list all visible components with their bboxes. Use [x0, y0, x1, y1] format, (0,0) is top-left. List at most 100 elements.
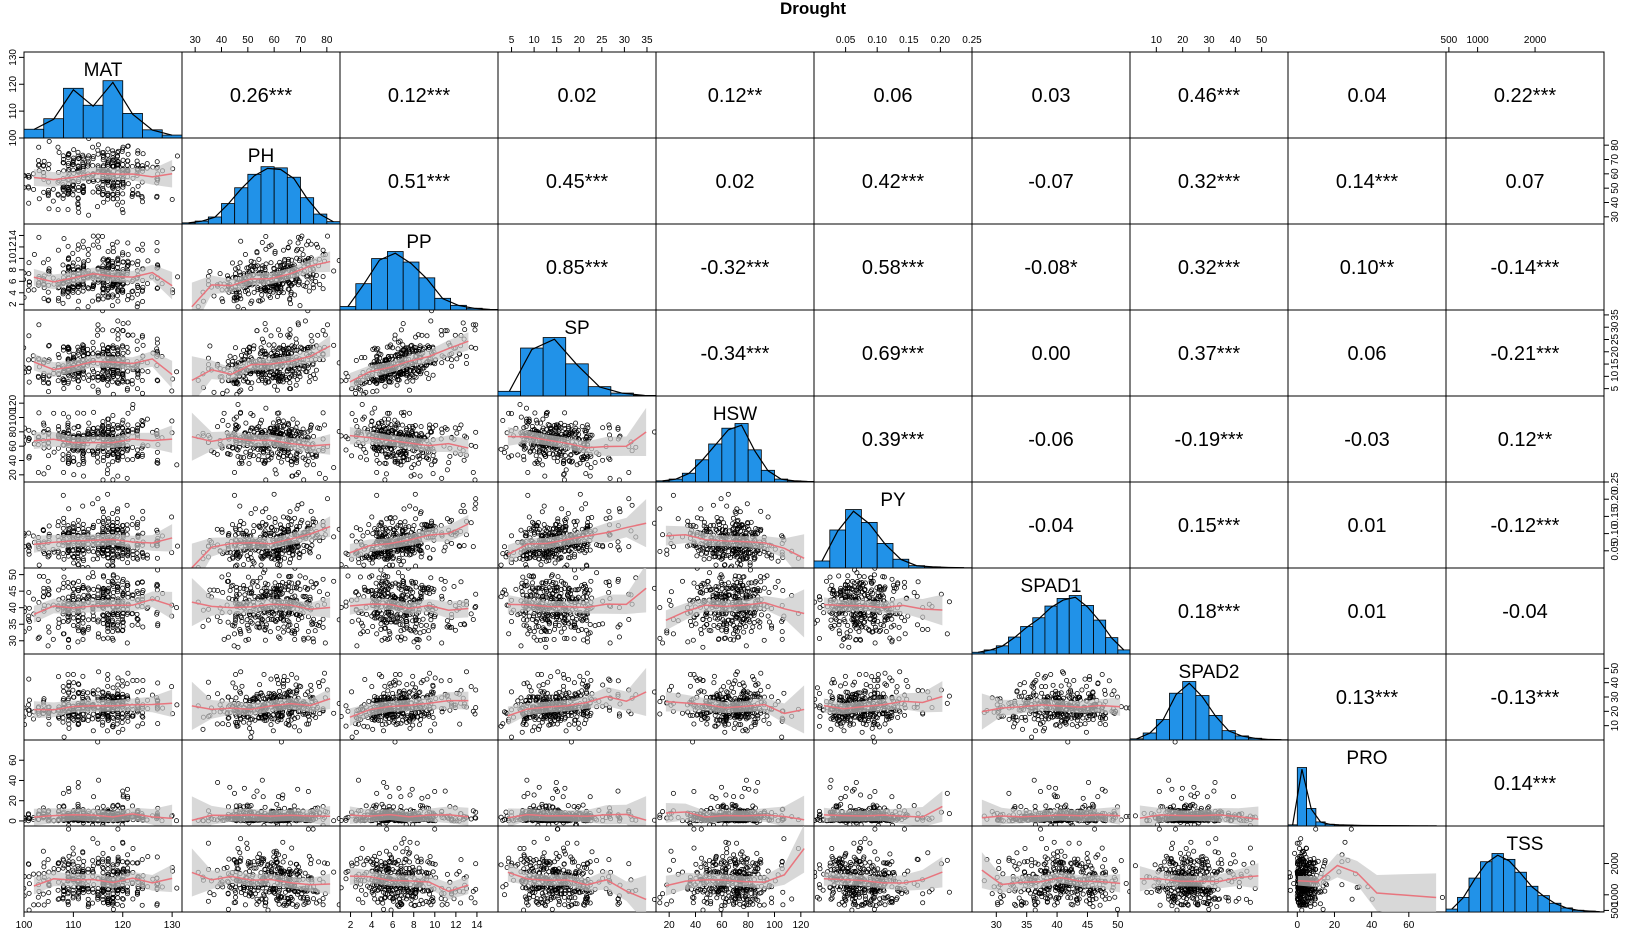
scatter-point	[65, 523, 71, 529]
scatter-point	[134, 550, 140, 556]
scatter-point	[105, 196, 111, 202]
scatter-point	[26, 200, 32, 206]
scatter-point	[24, 295, 27, 300]
scatter-point	[288, 291, 294, 297]
scatter-point	[268, 333, 274, 339]
scatter-point	[96, 244, 102, 250]
scatter-point	[251, 289, 257, 295]
scatter-point	[248, 263, 254, 269]
confidence-band	[191, 516, 331, 568]
scatter-point	[134, 525, 140, 531]
scatter-point	[272, 249, 278, 254]
scatter-point	[81, 259, 87, 265]
scatter-point	[120, 157, 126, 163]
scatter-point	[217, 271, 223, 277]
scatter-point	[76, 547, 82, 553]
scatter-point	[276, 455, 282, 460]
scatter-point	[439, 430, 445, 436]
scatter-point	[26, 427, 32, 433]
scatter-point	[284, 526, 290, 532]
scatter-point	[295, 234, 301, 240]
scatter-point	[416, 453, 422, 459]
scatter-point	[290, 416, 296, 422]
panel-HSW-SPAD2: -0.19***	[1129, 395, 1289, 483]
scatter-point	[289, 462, 295, 468]
scatter-point	[399, 422, 405, 428]
scatter-point	[100, 153, 106, 158]
scatter-point	[140, 299, 146, 304]
scatter-point	[70, 376, 76, 382]
scatter-point	[110, 459, 116, 465]
scatter-point	[274, 427, 280, 432]
scatter-point	[325, 233, 330, 239]
scatter-point	[262, 321, 268, 327]
scatter-point	[75, 306, 81, 310]
scatter-point	[259, 348, 265, 354]
scatter-point	[369, 514, 375, 520]
scatter-point	[105, 529, 111, 534]
scatter-point	[413, 516, 419, 522]
scatter-point	[280, 379, 286, 385]
scatter-point	[358, 454, 364, 460]
scatter-point	[90, 426, 96, 431]
scatter-point	[71, 187, 76, 193]
confidence-band	[191, 335, 331, 396]
scatter-point	[470, 322, 476, 328]
scatter-point	[473, 322, 479, 328]
scatter-point	[310, 454, 316, 460]
histogram-bar	[681, 472, 696, 483]
scatter-point	[300, 252, 306, 258]
histogram-bar	[418, 277, 436, 311]
scatter-point	[75, 344, 81, 350]
panel-MAT-SPAD1: 0.03	[971, 51, 1131, 139]
scatter-point	[234, 562, 240, 568]
scatter-point	[542, 473, 548, 479]
correlation-label: -0.08*	[1024, 257, 1078, 279]
scatter-point	[295, 322, 301, 328]
scatter-point	[100, 377, 106, 383]
scatter-points	[191, 402, 340, 482]
scatter-point	[60, 344, 66, 350]
scatter-point	[26, 260, 32, 266]
scatter-point	[75, 264, 81, 270]
scatter-point	[125, 258, 131, 264]
scatter-point	[274, 369, 280, 375]
scatter-point	[562, 453, 568, 459]
scatter-point	[140, 284, 146, 290]
scatter-point	[262, 522, 268, 528]
scatter-point	[237, 260, 243, 266]
scatter-point	[402, 519, 408, 525]
confidence-band	[33, 264, 173, 300]
scatter-point	[76, 156, 82, 162]
scatter-point	[115, 298, 121, 304]
scatter-point	[120, 373, 126, 379]
scatter-point	[461, 457, 467, 463]
scatter-point	[134, 338, 140, 344]
scatter-point	[105, 462, 111, 468]
scatter-point	[91, 409, 97, 415]
scatter-points	[498, 402, 656, 482]
scatter-point	[395, 352, 401, 358]
scatter-point	[71, 147, 77, 153]
scatter-point	[379, 534, 385, 540]
scatter-point	[414, 431, 420, 437]
scatter-point	[120, 199, 126, 205]
scatter-point	[446, 460, 452, 466]
scatter-point	[56, 424, 61, 430]
scatter-point	[24, 270, 27, 276]
scatter-point	[55, 298, 61, 304]
scatter-point	[71, 458, 77, 464]
scatter-point	[566, 424, 571, 430]
scatter-point	[238, 352, 244, 358]
smooth-line	[191, 345, 331, 382]
scatter-point	[256, 523, 262, 529]
panel-border	[339, 481, 499, 569]
panel-HSW-SP	[497, 395, 657, 483]
scatter-point	[125, 293, 131, 298]
scatter-point	[237, 410, 243, 416]
scatter-point	[305, 310, 311, 314]
scatter-point	[130, 445, 136, 450]
scatter-point	[45, 166, 51, 172]
scatter-point	[263, 234, 269, 239]
confidence-band	[33, 425, 173, 453]
